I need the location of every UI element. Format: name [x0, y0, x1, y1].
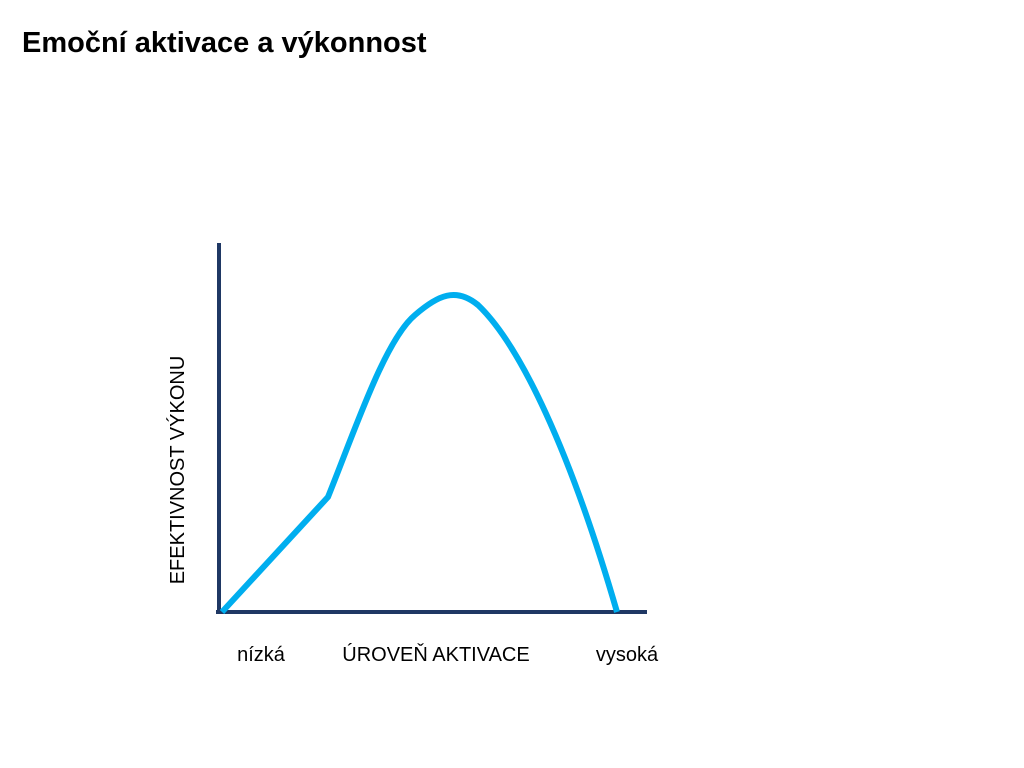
- y-axis-label: EFEKTIVNOST VÝKONU: [166, 356, 189, 585]
- x-high-label: vysoká: [596, 644, 659, 666]
- performance-curve: [219, 292, 620, 615]
- slide-title: Emoční aktivace a výkonnost: [22, 27, 427, 59]
- x-low-label: nízká: [237, 644, 286, 666]
- x-axis-label: ÚROVEŇ AKTIVACE: [342, 643, 529, 666]
